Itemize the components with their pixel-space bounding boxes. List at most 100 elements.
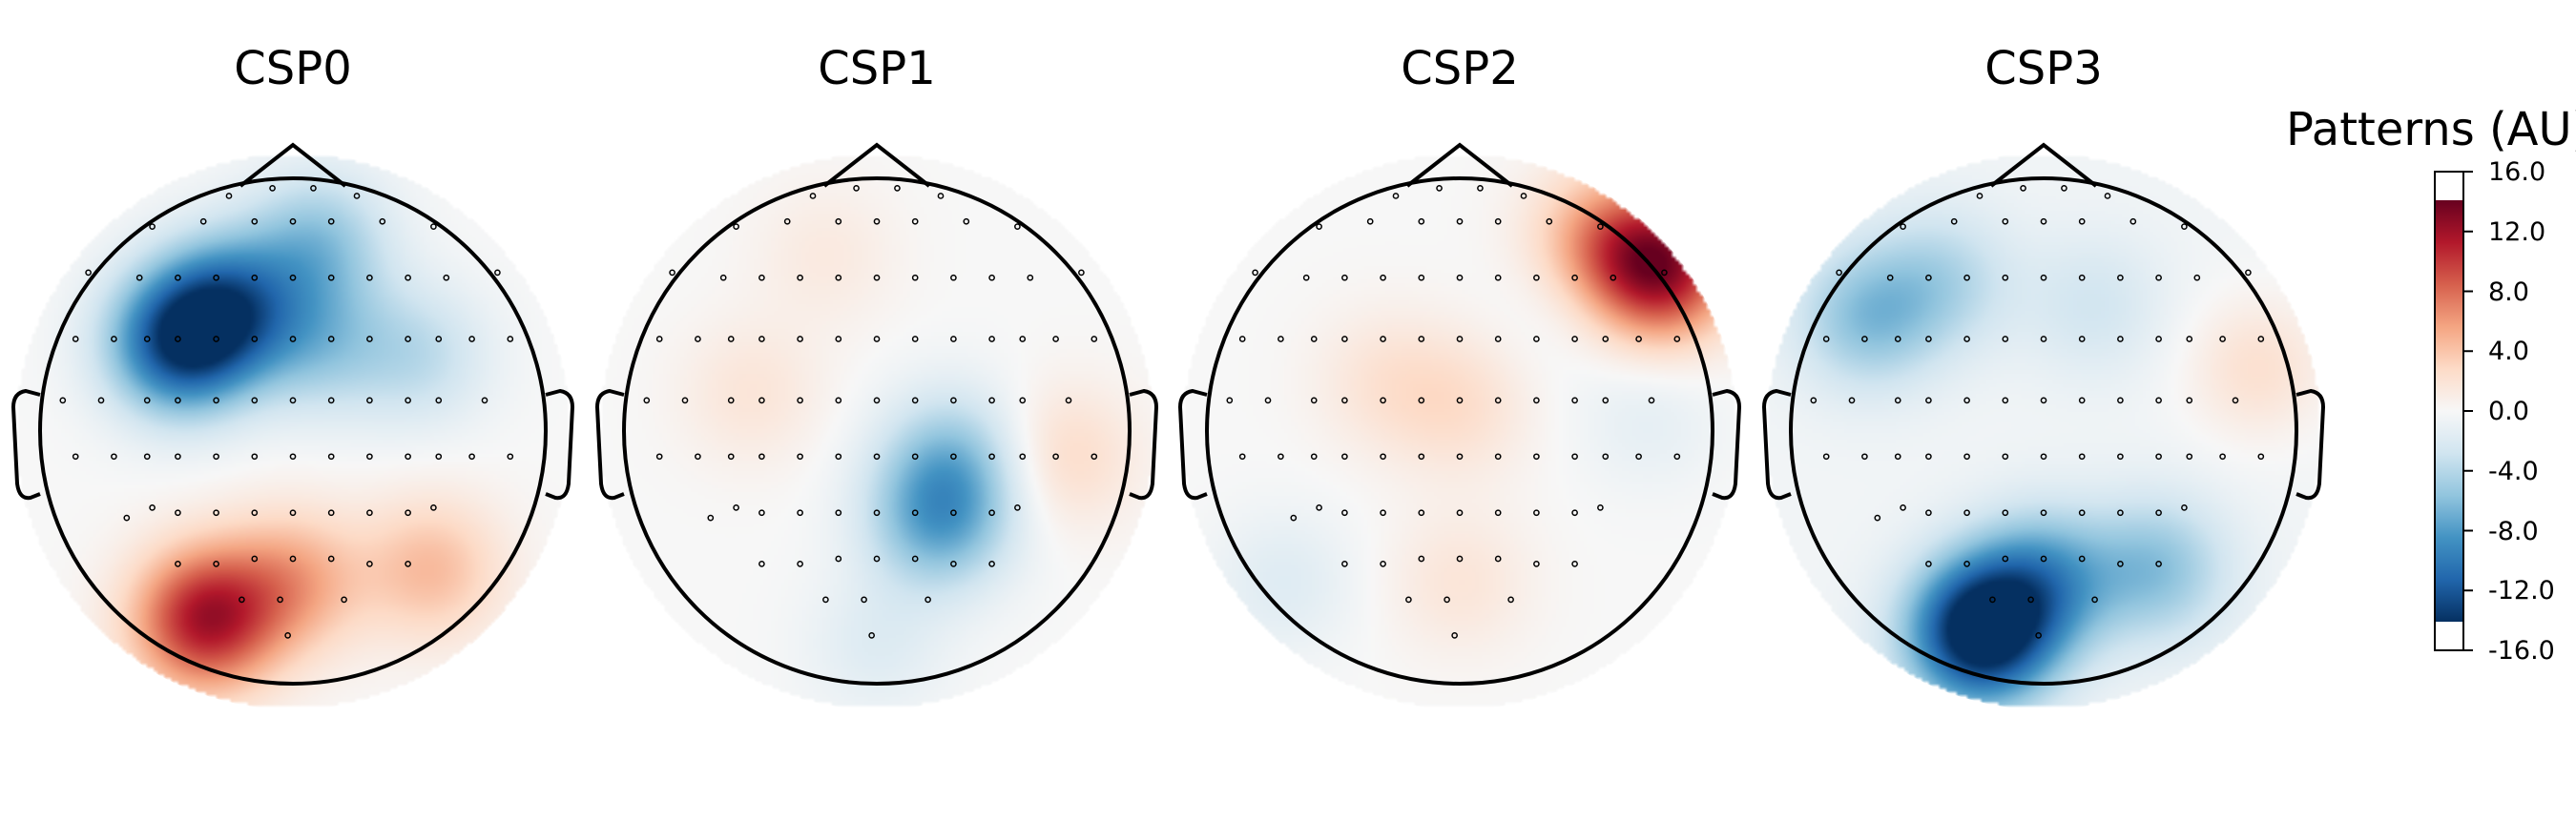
sensor-marker <box>1418 453 1425 461</box>
sensor-marker <box>289 555 297 563</box>
sensor-marker <box>873 509 881 517</box>
sensor-marker <box>251 274 259 281</box>
nose-outline <box>1989 142 2098 188</box>
sensor-marker <box>2155 561 2162 567</box>
sensor-marker <box>1571 561 1578 567</box>
sensor-marker <box>924 596 931 604</box>
sensor-marker <box>695 336 701 342</box>
sensor-marker <box>1925 336 1932 342</box>
sensor-marker <box>2232 397 2239 404</box>
sensor-marker <box>225 193 233 199</box>
sensor-marker <box>1014 504 1021 511</box>
sensor-marker <box>507 453 514 461</box>
head-outline <box>622 176 1132 686</box>
map-title-csp0: CSP0 <box>234 42 352 95</box>
sensor-marker <box>1925 274 1932 281</box>
sensor-marker <box>1278 336 1284 342</box>
sensor-marker <box>2040 509 2047 517</box>
sensor-marker <box>199 217 207 225</box>
sensor-marker <box>2078 217 2086 225</box>
sensor-marker <box>251 397 259 404</box>
sensor-marker <box>1673 336 1681 342</box>
sensor-marker <box>175 509 181 517</box>
sensor-marker <box>911 509 919 517</box>
sensor-marker <box>1238 336 1246 342</box>
sensor-marker <box>1052 336 1059 342</box>
sensor-marker <box>366 561 373 567</box>
nose-outline <box>1405 142 1514 188</box>
sensor-marker <box>1635 336 1642 342</box>
sensor-marker <box>911 453 919 461</box>
sensor-marker <box>366 453 373 461</box>
sensor-marker <box>2257 336 2265 342</box>
sensor-marker <box>251 509 259 517</box>
sensor-marker <box>251 336 259 342</box>
sensor-marker <box>175 561 181 567</box>
sensor-marker <box>2193 274 2201 281</box>
sensor-marker <box>1597 504 1604 511</box>
sensor-marker <box>1989 596 1996 604</box>
sensor-marker <box>1341 561 1348 567</box>
sensor-marker <box>1848 397 1856 404</box>
right-ear-outline <box>2296 388 2326 501</box>
sensor-marker <box>2061 185 2067 192</box>
sensor-marker <box>1886 274 1894 281</box>
colorbar-tick-label: -16.0 <box>2488 636 2555 666</box>
sensor-marker <box>175 397 181 404</box>
sensor-marker <box>655 336 663 342</box>
map-title-csp2: CSP2 <box>1401 42 1519 95</box>
sensor-marker <box>366 397 373 404</box>
sensor-marker <box>1894 336 1901 342</box>
sensor-marker <box>2078 555 2086 563</box>
sensor-marker <box>1610 274 1617 281</box>
sensor-marker <box>2219 336 2226 342</box>
sensor-marker <box>2104 193 2111 199</box>
sensor-marker <box>1418 217 1425 225</box>
sensor-marker <box>435 336 443 342</box>
left-ear-outline <box>10 388 41 501</box>
sensor-marker <box>1405 596 1412 604</box>
sensor-marker <box>1963 561 1970 567</box>
sensor-marker <box>269 185 276 192</box>
heatmap-field <box>598 153 1155 709</box>
sensor-marker <box>873 336 881 342</box>
sensor-marker <box>835 397 842 404</box>
sensor-marker <box>1019 397 1027 404</box>
sensor-marker <box>2002 509 2009 517</box>
sensor-marker <box>1380 274 1386 281</box>
sensor-marker <box>797 453 803 461</box>
sensor-marker <box>1571 336 1578 342</box>
sensor-marker <box>727 397 735 404</box>
sensor-marker <box>2002 397 2009 404</box>
sensor-marker <box>135 274 143 281</box>
sensor-marker <box>1602 336 1610 342</box>
sensor-marker <box>835 453 842 461</box>
sensor-marker <box>1380 397 1386 404</box>
sensor-marker <box>1861 453 1868 461</box>
sensor-marker <box>1027 274 1034 281</box>
sensor-marker <box>758 453 765 461</box>
sensor-marker <box>1436 185 1443 192</box>
sensor-marker <box>72 453 79 461</box>
head-outline <box>1205 176 1714 686</box>
sensor-marker <box>1091 336 1098 342</box>
sensor-marker <box>435 397 443 404</box>
sensor-marker <box>2002 555 2009 563</box>
sensor-marker <box>1597 223 1604 230</box>
sensor-marker <box>1477 185 1484 192</box>
right-ear-outline <box>545 388 575 501</box>
sensor-marker <box>175 336 181 342</box>
sensor-marker <box>873 274 881 281</box>
sensor-marker <box>1900 504 1906 511</box>
sensor-marker <box>1822 453 1830 461</box>
sensor-marker <box>1533 397 1540 404</box>
colorbar-tick-label: 12.0 <box>2488 216 2546 247</box>
sensor-marker <box>1494 555 1502 563</box>
sensor-marker <box>797 274 803 281</box>
sensor-marker <box>797 336 803 342</box>
sensor-marker <box>1078 269 1085 277</box>
heatmap-field <box>1765 153 2322 709</box>
colorbar-tick-label: 4.0 <box>2488 337 2529 367</box>
left-ear-outline <box>594 388 625 501</box>
